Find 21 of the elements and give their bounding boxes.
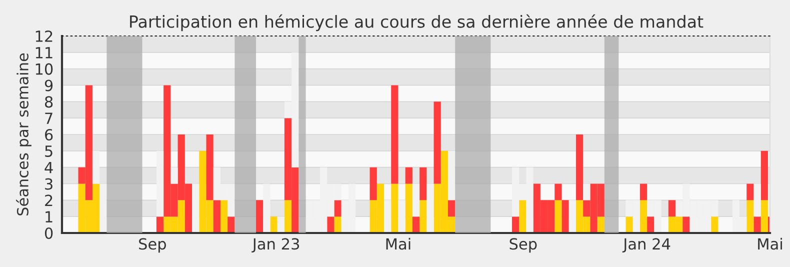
y-tick-label: 7 <box>45 112 52 124</box>
y-tick-label: 4 <box>44 162 53 174</box>
y-tick-label: 0 <box>44 227 53 240</box>
x-tick-label: Jan 23 <box>252 238 300 253</box>
y-axis-title: Séances par semaine <box>16 53 32 216</box>
y-tick-label: 2 <box>45 194 52 206</box>
x-tick-label: Jan 24 <box>622 238 670 253</box>
x-tick-label: Mai <box>758 238 782 250</box>
y-tick-label: 11 <box>36 47 52 58</box>
y-tick-label: 6 <box>45 128 53 141</box>
y-tick-label: 3 <box>45 178 52 190</box>
y-tick-label: 1 <box>46 211 52 222</box>
x-tick-label: Sep <box>139 238 166 253</box>
y-tick-label: 9 <box>44 80 53 92</box>
chart-title: Participation en hémicycle au cours de sa dernière année de mandat <box>130 14 704 32</box>
y-tick-label: 5 <box>45 146 52 157</box>
x-tick-label: Sep <box>510 238 537 253</box>
y-tick-label: 10 <box>36 63 53 75</box>
y-tick-label: 8 <box>44 96 53 108</box>
x-tick-label: Mai <box>386 238 410 250</box>
y-tick-label: 12 <box>36 30 52 42</box>
